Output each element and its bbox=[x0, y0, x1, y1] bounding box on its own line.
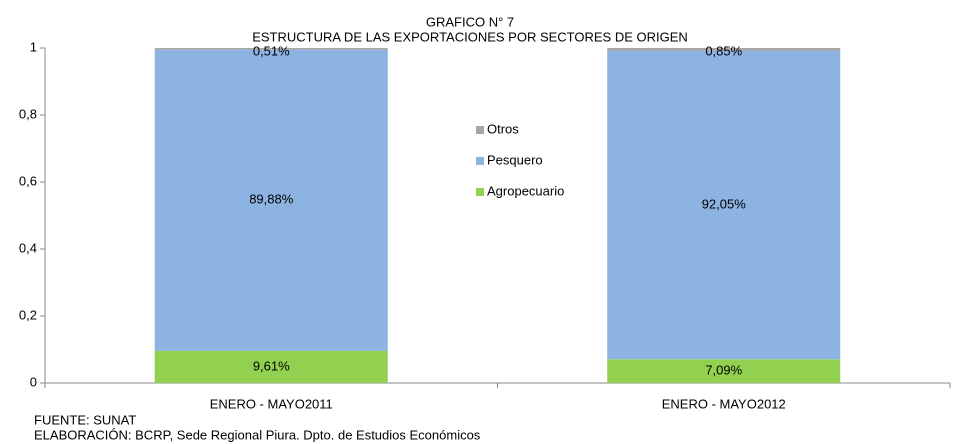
legend-label: Pesquero bbox=[487, 152, 543, 167]
chart-subtitle: ESTRUCTURA DE LAS EXPORTACIONES POR SECT… bbox=[252, 29, 688, 44]
bar-segment bbox=[154, 350, 388, 383]
chart-title: GRAFICO N° 7 bbox=[426, 14, 514, 29]
legend-label: Otros bbox=[487, 121, 519, 136]
value-label: 9,61% bbox=[253, 358, 290, 373]
value-label: 0,51% bbox=[253, 43, 290, 58]
bar-segment bbox=[154, 49, 388, 351]
bar-segment bbox=[607, 359, 841, 383]
legend-swatch bbox=[476, 157, 484, 165]
value-label: 0,85% bbox=[705, 43, 742, 58]
legend-label: Agropecuario bbox=[487, 183, 564, 198]
source-note: FUENTE: SUNAT bbox=[34, 412, 136, 427]
bar-segment bbox=[607, 50, 841, 360]
bar-segment bbox=[154, 48, 388, 50]
y-tick-label: 0 bbox=[30, 374, 37, 389]
y-tick-label: 0,8 bbox=[19, 106, 37, 121]
value-label: 92,05% bbox=[702, 197, 747, 212]
legend-swatch bbox=[476, 188, 484, 196]
x-tick-label: ENERO - MAYO2012 bbox=[662, 396, 786, 411]
y-tick-label: 0,2 bbox=[19, 307, 37, 322]
x-tick-label: ENERO - MAYO2011 bbox=[210, 396, 333, 411]
value-label: 7,09% bbox=[705, 363, 742, 378]
bar-segment bbox=[607, 48, 841, 51]
y-tick-label: 1 bbox=[30, 39, 37, 54]
legend-swatch bbox=[476, 126, 484, 134]
y-tick-label: 0,6 bbox=[19, 173, 37, 188]
y-tick-label: 0,4 bbox=[19, 240, 37, 255]
value-label: 89,88% bbox=[249, 192, 294, 207]
source-note: ELABORACIÓN: BCRP, Sede Regional Piura. … bbox=[34, 427, 481, 442]
